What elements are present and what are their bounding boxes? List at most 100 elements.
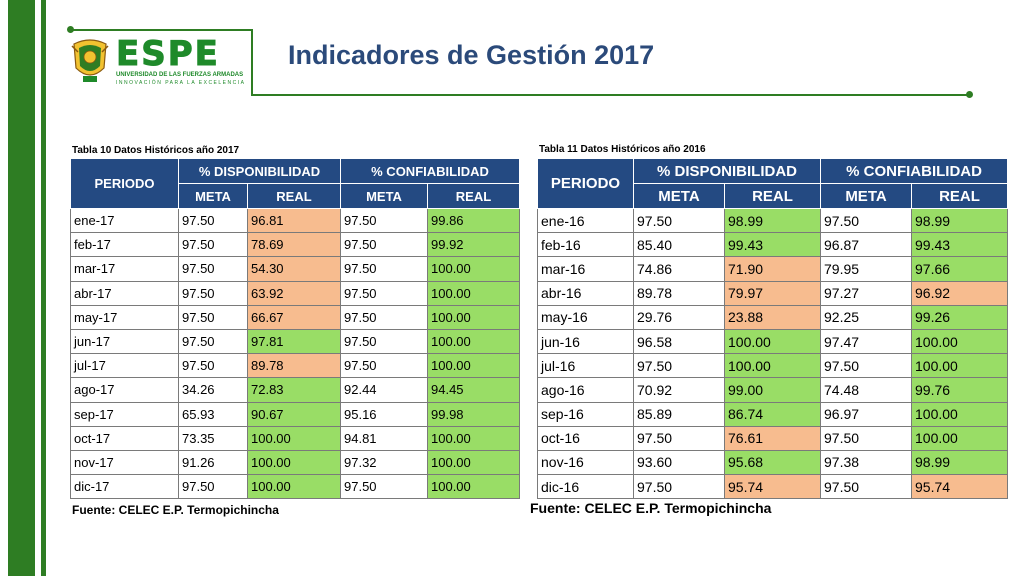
disp-real-cell: 100.00 <box>723 328 822 355</box>
periodo-cell: sep-17 <box>70 401 179 427</box>
periodo-cell: dic-17 <box>70 474 179 500</box>
conf-meta-cell: 97.50 <box>340 232 428 258</box>
conf-real-cell: 100.00 <box>427 449 520 476</box>
periodo-cell: oct-16 <box>537 425 634 451</box>
conf-meta-cell: 97.50 <box>340 304 428 330</box>
disp-meta-cell: 93.60 <box>633 449 725 476</box>
left-accent-line <box>41 0 46 576</box>
table-caption-2016: Tabla 11 Datos Históricos año 2016 <box>539 144 706 155</box>
conf-real-cell: 100.00 <box>427 304 520 330</box>
disp-real-cell: 99.00 <box>723 377 822 403</box>
table-row: feb-16 85.40 99.43 96.87 99.43 <box>537 232 1009 258</box>
table-row: jul-16 97.50 100.00 97.50 100.00 <box>537 353 1009 379</box>
conf-meta-cell: 97.50 <box>340 353 428 379</box>
disp-meta-cell: 97.50 <box>178 207 248 234</box>
conf-meta-cell: 97.50 <box>340 256 428 282</box>
header-underline <box>251 94 969 96</box>
table-row: ene-17 97.50 96.81 97.50 99.86 <box>70 207 520 234</box>
header-periodo: PERIODO <box>70 158 179 209</box>
header-disponibilidad: % DISPONIBILIDAD <box>632 158 822 184</box>
table-row: mar-17 97.50 54.30 97.50 100.00 <box>70 256 520 282</box>
table-row: sep-16 85.89 86.74 96.97 100.00 <box>537 401 1009 427</box>
conf-meta-cell: 94.81 <box>340 425 428 451</box>
conf-meta-cell: 97.38 <box>820 449 913 476</box>
periodo-cell: ene-16 <box>537 207 634 234</box>
conf-real-cell: 100.00 <box>911 328 1009 355</box>
table-source-2017: Fuente: CELEC E.P. Termopichincha <box>72 503 279 517</box>
header-conf-meta: META <box>820 183 913 209</box>
conf-real-cell: 100.00 <box>911 401 1009 427</box>
conf-meta-cell: 74.48 <box>820 377 913 403</box>
disp-meta-cell: 97.50 <box>178 256 248 282</box>
table-row: abr-16 89.78 79.97 97.27 96.92 <box>537 280 1009 306</box>
conf-real-cell: 98.99 <box>911 207 1009 234</box>
periodo-cell: may-17 <box>70 304 179 330</box>
conf-real-cell: 94.45 <box>427 377 520 403</box>
periodo-cell: feb-16 <box>537 232 634 258</box>
conf-real-cell: 100.00 <box>427 474 520 500</box>
disp-real-cell: 86.74 <box>723 401 822 427</box>
conf-real-cell: 99.26 <box>911 304 1009 330</box>
table-row: jul-17 97.50 89.78 97.50 100.00 <box>70 353 520 379</box>
disp-meta-cell: 97.50 <box>178 304 248 330</box>
table-row: may-17 97.50 66.67 97.50 100.00 <box>70 304 520 330</box>
table-row: oct-17 73.35 100.00 94.81 100.00 <box>70 425 520 451</box>
conf-real-cell: 99.76 <box>911 377 1009 403</box>
periodo-cell: sep-16 <box>537 401 634 427</box>
conf-meta-cell: 97.47 <box>820 328 913 355</box>
conf-real-cell: 99.43 <box>911 232 1009 258</box>
table-row: ago-17 34.26 72.83 92.44 94.45 <box>70 377 520 403</box>
disp-real-cell: 89.78 <box>247 353 341 379</box>
conf-meta-cell: 79.95 <box>820 256 913 282</box>
disp-real-cell: 97.81 <box>247 328 341 355</box>
conf-real-cell: 97.66 <box>911 256 1009 282</box>
table-row: abr-17 97.50 63.92 97.50 100.00 <box>70 280 520 306</box>
periodo-cell: nov-16 <box>537 449 634 476</box>
disp-real-cell: 72.83 <box>247 377 341 403</box>
disp-meta-cell: 70.92 <box>633 377 725 403</box>
table-row: nov-16 93.60 95.68 97.38 98.99 <box>537 449 1009 476</box>
table-row: sep-17 65.93 90.67 95.16 99.98 <box>70 401 520 427</box>
header-disp-meta: META <box>178 183 248 209</box>
disp-real-cell: 54.30 <box>247 256 341 282</box>
periodo-cell: mar-17 <box>70 256 179 282</box>
conf-real-cell: 99.86 <box>427 207 520 234</box>
header-disp-real: REAL <box>247 183 341 209</box>
table-row: mar-16 74.86 71.90 79.95 97.66 <box>537 256 1009 282</box>
disp-real-cell: 100.00 <box>247 425 341 451</box>
crest-icon <box>71 39 109 82</box>
disp-meta-cell: 74.86 <box>633 256 725 282</box>
disp-meta-cell: 73.35 <box>178 425 248 451</box>
disp-meta-cell: 97.50 <box>633 474 725 500</box>
conf-real-cell: 100.00 <box>427 425 520 451</box>
disp-real-cell: 71.90 <box>723 256 822 282</box>
disp-real-cell: 79.97 <box>723 280 822 306</box>
disp-meta-cell: 85.89 <box>633 401 725 427</box>
periodo-cell: may-16 <box>537 304 634 330</box>
table-row: oct-16 97.50 76.61 97.50 100.00 <box>537 425 1009 451</box>
disp-real-cell: 66.67 <box>247 304 341 330</box>
periodo-cell: jun-17 <box>70 328 179 355</box>
logo-wordmark: ESPE <box>116 34 220 75</box>
periodo-cell: ago-16 <box>537 377 634 403</box>
disp-meta-cell: 91.26 <box>178 449 248 476</box>
page-title: Indicadores de Gestión 2017 <box>288 40 655 70</box>
conf-meta-cell: 97.50 <box>340 328 428 355</box>
conf-meta-cell: 92.25 <box>820 304 913 330</box>
conf-real-cell: 100.00 <box>427 353 520 379</box>
header-disp-meta: META <box>633 183 725 209</box>
header-conf-meta: META <box>340 183 428 209</box>
periodo-cell: feb-17 <box>70 232 179 258</box>
table-row: ene-16 97.50 98.99 97.50 98.99 <box>537 207 1009 234</box>
periodo-cell: abr-17 <box>70 280 179 306</box>
disp-real-cell: 90.67 <box>247 401 341 427</box>
table-row: dic-17 97.50 100.00 97.50 100.00 <box>70 474 520 500</box>
periodo-cell: jul-16 <box>537 353 634 379</box>
disp-real-cell: 100.00 <box>723 353 822 379</box>
periodo-cell: nov-17 <box>70 449 179 476</box>
espe-logo: ESPE UNIVERSIDAD DE LAS FUERZAS ARMADAS … <box>70 34 250 92</box>
table-row: dic-16 97.50 95.74 97.50 95.74 <box>537 474 1009 500</box>
conf-real-cell: 99.98 <box>427 401 520 427</box>
conf-meta-cell: 97.50 <box>340 474 428 500</box>
disp-real-cell: 100.00 <box>247 474 341 500</box>
